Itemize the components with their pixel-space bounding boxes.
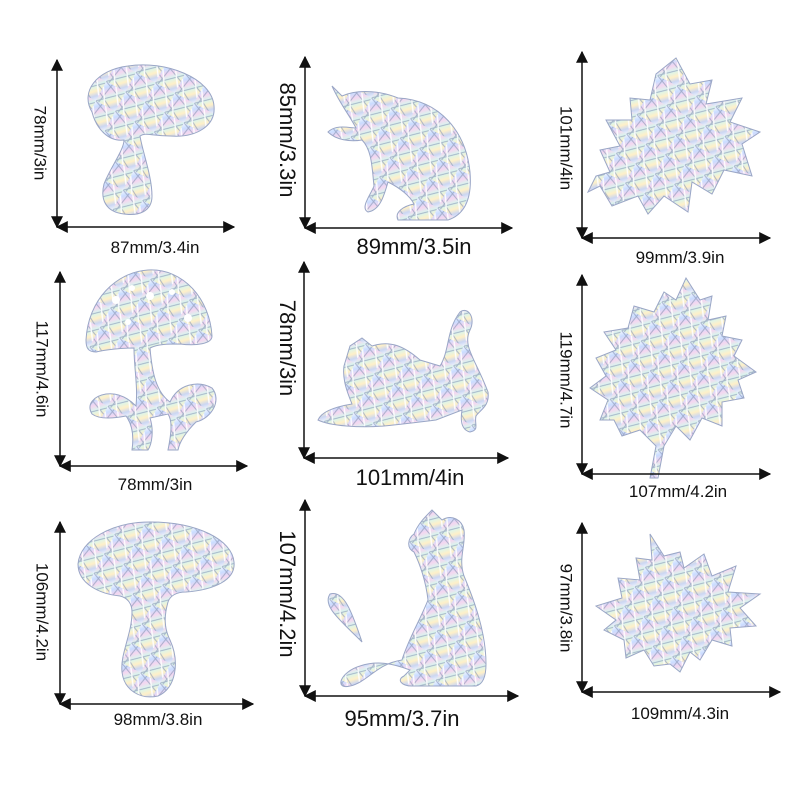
width-label: 89mm/3.5in bbox=[356, 234, 472, 259]
width-label: 109mm/4.3in bbox=[630, 704, 730, 723]
width-label: 87mm/3.4in bbox=[110, 238, 200, 257]
width-label: 78mm/3in bbox=[117, 475, 193, 494]
height-label: 107mm/4.2in bbox=[275, 530, 300, 658]
height-label: 106mm/4.2in bbox=[32, 562, 52, 662]
height-label: 119mm/4.7in bbox=[556, 331, 576, 429]
height-label: 117mm/4.6in bbox=[32, 320, 52, 418]
width-label: 98mm/3.8in bbox=[113, 710, 203, 729]
width-label: 95mm/3.7in bbox=[344, 706, 460, 731]
height-label: 78mm/3in bbox=[275, 299, 300, 397]
height-label: 85mm/3.3in bbox=[275, 82, 300, 198]
width-label: 99mm/3.9in bbox=[635, 248, 725, 267]
width-label: 101mm/4in bbox=[355, 465, 465, 490]
height-label: 78mm/3in bbox=[30, 105, 50, 181]
width-label: 107mm/4.2in bbox=[628, 482, 728, 501]
height-label: 101mm/4in bbox=[556, 105, 576, 191]
height-label: 97mm/3.8in bbox=[556, 563, 576, 653]
